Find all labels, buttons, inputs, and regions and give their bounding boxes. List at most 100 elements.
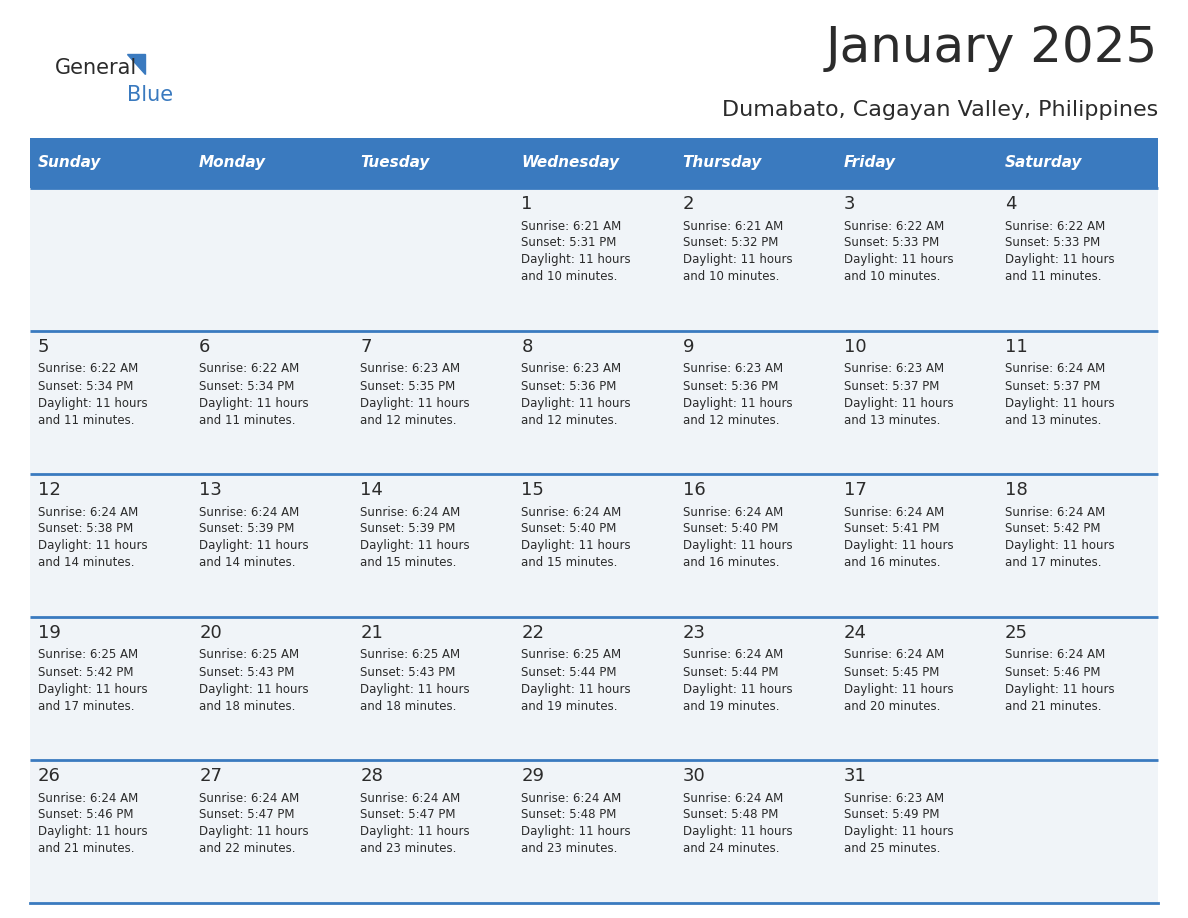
Text: January 2025: January 2025 <box>826 24 1158 72</box>
Bar <box>353 760 513 903</box>
Text: Sunrise: 6:24 AM: Sunrise: 6:24 AM <box>843 648 944 662</box>
Text: 5: 5 <box>38 338 50 356</box>
Text: 6: 6 <box>200 338 210 356</box>
Bar <box>30 617 191 760</box>
Text: Sunset: 5:48 PM: Sunset: 5:48 PM <box>522 809 617 822</box>
Text: Sunrise: 6:24 AM: Sunrise: 6:24 AM <box>1005 506 1105 519</box>
Text: and 14 minutes.: and 14 minutes. <box>200 556 296 569</box>
Text: Sunset: 5:33 PM: Sunset: 5:33 PM <box>1005 237 1100 250</box>
Bar <box>997 188 1158 331</box>
Text: Sunset: 5:37 PM: Sunset: 5:37 PM <box>1005 379 1100 393</box>
Text: Sunrise: 6:25 AM: Sunrise: 6:25 AM <box>200 648 299 662</box>
Text: Daylight: 11 hours: Daylight: 11 hours <box>1005 397 1114 409</box>
Text: Sunset: 5:38 PM: Sunset: 5:38 PM <box>38 522 133 535</box>
Text: Dumabato, Cagayan Valley, Philippines: Dumabato, Cagayan Valley, Philippines <box>722 100 1158 120</box>
Text: Sunrise: 6:22 AM: Sunrise: 6:22 AM <box>200 363 299 375</box>
Text: Daylight: 11 hours: Daylight: 11 hours <box>38 682 147 696</box>
Text: Daylight: 11 hours: Daylight: 11 hours <box>360 540 470 553</box>
Text: Sunrise: 6:24 AM: Sunrise: 6:24 AM <box>683 506 783 519</box>
Text: Sunrise: 6:24 AM: Sunrise: 6:24 AM <box>1005 648 1105 662</box>
Text: Sunset: 5:31 PM: Sunset: 5:31 PM <box>522 237 617 250</box>
Text: 10: 10 <box>843 338 866 356</box>
Text: Sunrise: 6:24 AM: Sunrise: 6:24 AM <box>843 506 944 519</box>
Text: Daylight: 11 hours: Daylight: 11 hours <box>683 825 792 838</box>
Text: Sunset: 5:40 PM: Sunset: 5:40 PM <box>683 522 778 535</box>
Text: Sunset: 5:39 PM: Sunset: 5:39 PM <box>200 522 295 535</box>
Text: 24: 24 <box>843 624 867 642</box>
Text: Sunrise: 6:21 AM: Sunrise: 6:21 AM <box>522 219 621 232</box>
Bar <box>513 617 675 760</box>
Text: and 16 minutes.: and 16 minutes. <box>843 556 940 569</box>
Bar <box>835 138 997 188</box>
Text: Sunset: 5:40 PM: Sunset: 5:40 PM <box>522 522 617 535</box>
Text: and 13 minutes.: and 13 minutes. <box>843 413 940 427</box>
Text: and 14 minutes.: and 14 minutes. <box>38 556 134 569</box>
Text: Sunset: 5:43 PM: Sunset: 5:43 PM <box>360 666 456 678</box>
Text: 16: 16 <box>683 481 706 499</box>
Text: 22: 22 <box>522 624 544 642</box>
Text: Daylight: 11 hours: Daylight: 11 hours <box>200 825 309 838</box>
Text: Sunrise: 6:24 AM: Sunrise: 6:24 AM <box>1005 363 1105 375</box>
Bar <box>191 331 353 474</box>
Text: Sunset: 5:41 PM: Sunset: 5:41 PM <box>843 522 940 535</box>
Text: Sunrise: 6:24 AM: Sunrise: 6:24 AM <box>38 791 138 804</box>
Text: and 25 minutes.: and 25 minutes. <box>843 843 940 856</box>
Text: Sunset: 5:32 PM: Sunset: 5:32 PM <box>683 237 778 250</box>
Text: and 12 minutes.: and 12 minutes. <box>360 413 456 427</box>
Text: 2: 2 <box>683 195 694 213</box>
Text: Tuesday: Tuesday <box>360 155 430 171</box>
Text: 30: 30 <box>683 767 706 785</box>
Text: Daylight: 11 hours: Daylight: 11 hours <box>200 397 309 409</box>
Text: Sunrise: 6:22 AM: Sunrise: 6:22 AM <box>38 363 138 375</box>
Text: Sunset: 5:42 PM: Sunset: 5:42 PM <box>1005 522 1100 535</box>
Bar <box>675 617 835 760</box>
Bar <box>835 474 997 617</box>
Bar <box>353 617 513 760</box>
Text: Sunrise: 6:22 AM: Sunrise: 6:22 AM <box>843 219 944 232</box>
Text: Wednesday: Wednesday <box>522 155 620 171</box>
Text: Sunset: 5:46 PM: Sunset: 5:46 PM <box>1005 666 1100 678</box>
Text: and 13 minutes.: and 13 minutes. <box>1005 413 1101 427</box>
Text: and 23 minutes.: and 23 minutes. <box>360 843 456 856</box>
Text: Daylight: 11 hours: Daylight: 11 hours <box>360 682 470 696</box>
Text: Daylight: 11 hours: Daylight: 11 hours <box>522 540 631 553</box>
Text: Sunrise: 6:24 AM: Sunrise: 6:24 AM <box>683 648 783 662</box>
Text: Daylight: 11 hours: Daylight: 11 hours <box>683 397 792 409</box>
Text: Daylight: 11 hours: Daylight: 11 hours <box>683 540 792 553</box>
Text: Daylight: 11 hours: Daylight: 11 hours <box>522 253 631 266</box>
Text: Sunset: 5:39 PM: Sunset: 5:39 PM <box>360 522 456 535</box>
Text: Sunset: 5:47 PM: Sunset: 5:47 PM <box>200 809 295 822</box>
Text: Daylight: 11 hours: Daylight: 11 hours <box>38 540 147 553</box>
Text: Sunset: 5:36 PM: Sunset: 5:36 PM <box>522 379 617 393</box>
Bar <box>835 617 997 760</box>
Text: Sunrise: 6:24 AM: Sunrise: 6:24 AM <box>200 506 299 519</box>
Text: 3: 3 <box>843 195 855 213</box>
Text: Sunset: 5:37 PM: Sunset: 5:37 PM <box>843 379 939 393</box>
Bar <box>353 188 513 331</box>
Bar <box>997 474 1158 617</box>
Text: Sunrise: 6:24 AM: Sunrise: 6:24 AM <box>360 791 461 804</box>
Text: Sunrise: 6:23 AM: Sunrise: 6:23 AM <box>843 363 943 375</box>
Text: and 10 minutes.: and 10 minutes. <box>843 271 940 284</box>
Text: 8: 8 <box>522 338 532 356</box>
Bar <box>191 617 353 760</box>
Bar <box>191 188 353 331</box>
Text: and 23 minutes.: and 23 minutes. <box>522 843 618 856</box>
Text: Sunrise: 6:23 AM: Sunrise: 6:23 AM <box>360 363 461 375</box>
Text: 20: 20 <box>200 624 222 642</box>
Text: Sunset: 5:34 PM: Sunset: 5:34 PM <box>200 379 295 393</box>
Text: and 24 minutes.: and 24 minutes. <box>683 843 779 856</box>
Text: 27: 27 <box>200 767 222 785</box>
Text: and 12 minutes.: and 12 minutes. <box>683 413 779 427</box>
Text: Daylight: 11 hours: Daylight: 11 hours <box>360 397 470 409</box>
Bar <box>675 188 835 331</box>
Text: Daylight: 11 hours: Daylight: 11 hours <box>683 682 792 696</box>
Bar <box>30 138 191 188</box>
Bar <box>513 760 675 903</box>
Bar <box>513 474 675 617</box>
Bar <box>191 760 353 903</box>
Bar <box>191 474 353 617</box>
Text: and 18 minutes.: and 18 minutes. <box>200 700 296 712</box>
Text: and 20 minutes.: and 20 minutes. <box>843 700 940 712</box>
Text: and 16 minutes.: and 16 minutes. <box>683 556 779 569</box>
